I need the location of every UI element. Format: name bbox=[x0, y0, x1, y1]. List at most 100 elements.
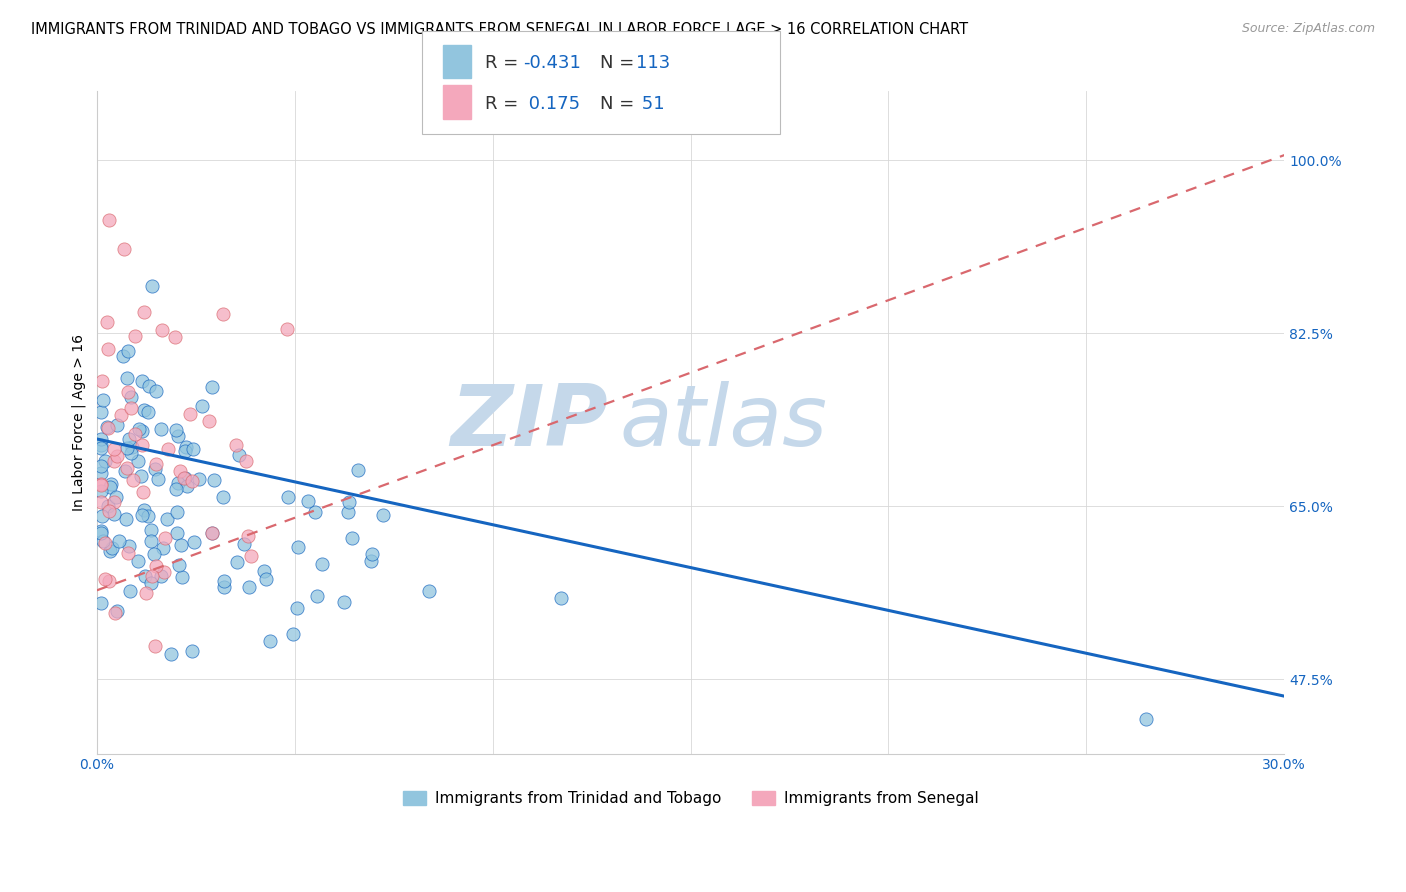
Immigrants from Trinidad and Tobago bbox=[550, 591, 572, 605]
Immigrants from Senegal bbox=[94, 535, 117, 549]
Immigrants from Senegal bbox=[105, 449, 128, 463]
Immigrants from Senegal bbox=[236, 528, 259, 542]
Immigrants from Trinidad and Tobago bbox=[120, 446, 142, 460]
Immigrants from Trinidad and Tobago bbox=[360, 547, 382, 561]
Immigrants from Trinidad and Tobago bbox=[104, 490, 127, 504]
Immigrants from Senegal bbox=[121, 473, 143, 487]
Immigrants from Trinidad and Tobago bbox=[166, 504, 188, 518]
Immigrants from Trinidad and Tobago bbox=[118, 539, 141, 553]
Text: 51: 51 bbox=[636, 95, 664, 113]
Text: R =: R = bbox=[485, 95, 524, 113]
Immigrants from Senegal bbox=[97, 213, 120, 227]
Immigrants from Trinidad and Tobago bbox=[90, 524, 112, 539]
Immigrants from Trinidad and Tobago bbox=[90, 508, 112, 523]
Immigrants from Senegal bbox=[97, 574, 120, 588]
Immigrants from Trinidad and Tobago bbox=[167, 429, 190, 443]
Immigrants from Trinidad and Tobago bbox=[114, 464, 136, 478]
Immigrants from Trinidad and Tobago bbox=[128, 421, 150, 435]
Immigrants from Trinidad and Tobago bbox=[167, 558, 190, 572]
Immigrants from Trinidad and Tobago bbox=[1135, 712, 1157, 726]
Immigrants from Trinidad and Tobago bbox=[238, 580, 260, 594]
Immigrants from Trinidad and Tobago bbox=[201, 526, 224, 541]
Immigrants from Trinidad and Tobago bbox=[121, 440, 143, 454]
Immigrants from Trinidad and Tobago bbox=[97, 500, 120, 514]
Immigrants from Trinidad and Tobago bbox=[304, 505, 326, 519]
Immigrants from Trinidad and Tobago bbox=[297, 494, 319, 508]
Text: N =: N = bbox=[600, 54, 640, 72]
Immigrants from Senegal bbox=[103, 442, 125, 456]
Immigrants from Trinidad and Tobago bbox=[132, 402, 155, 417]
Immigrants from Trinidad and Tobago bbox=[340, 532, 363, 546]
Immigrants from Trinidad and Tobago bbox=[131, 508, 153, 522]
Immigrants from Senegal bbox=[104, 606, 127, 620]
Immigrants from Senegal bbox=[97, 343, 120, 357]
Immigrants from Trinidad and Tobago bbox=[254, 572, 277, 586]
Immigrants from Trinidad and Tobago bbox=[112, 349, 135, 363]
Immigrants from Trinidad and Tobago bbox=[183, 442, 205, 457]
Immigrants from Trinidad and Tobago bbox=[311, 558, 333, 572]
Immigrants from Trinidad and Tobago bbox=[136, 405, 159, 419]
Immigrants from Senegal bbox=[143, 639, 166, 653]
Immigrants from Trinidad and Tobago bbox=[166, 526, 188, 541]
Immigrants from Senegal bbox=[117, 385, 139, 400]
Immigrants from Trinidad and Tobago bbox=[253, 564, 276, 578]
Immigrants from Trinidad and Tobago bbox=[287, 601, 309, 615]
Text: Source: ZipAtlas.com: Source: ZipAtlas.com bbox=[1241, 22, 1375, 36]
Immigrants from Trinidad and Tobago bbox=[118, 432, 141, 446]
Immigrants from Trinidad and Tobago bbox=[150, 569, 173, 583]
Immigrants from Trinidad and Tobago bbox=[201, 380, 224, 394]
Immigrants from Trinidad and Tobago bbox=[172, 570, 194, 584]
Immigrants from Trinidad and Tobago bbox=[152, 541, 174, 555]
Immigrants from Trinidad and Tobago bbox=[90, 459, 112, 474]
Immigrants from Trinidad and Tobago bbox=[90, 596, 112, 610]
Immigrants from Trinidad and Tobago bbox=[181, 644, 204, 658]
Immigrants from Senegal bbox=[112, 242, 135, 256]
Immigrants from Trinidad and Tobago bbox=[347, 463, 370, 477]
Immigrants from Trinidad and Tobago bbox=[131, 469, 153, 483]
Immigrants from Trinidad and Tobago bbox=[148, 472, 170, 486]
Immigrants from Trinidad and Tobago bbox=[418, 583, 440, 598]
Immigrants from Senegal bbox=[117, 546, 139, 560]
Immigrants from Trinidad and Tobago bbox=[281, 627, 304, 641]
Immigrants from Trinidad and Tobago bbox=[131, 425, 153, 439]
Text: IMMIGRANTS FROM TRINIDAD AND TOBAGO VS IMMIGRANTS FROM SENEGAL IN LABOR FORCE | : IMMIGRANTS FROM TRINIDAD AND TOBAGO VS I… bbox=[31, 22, 969, 38]
Text: R =: R = bbox=[485, 54, 524, 72]
Immigrants from Trinidad and Tobago bbox=[105, 417, 128, 432]
Immigrants from Trinidad and Tobago bbox=[226, 556, 249, 570]
Immigrants from Trinidad and Tobago bbox=[333, 594, 356, 608]
Immigrants from Senegal bbox=[165, 329, 187, 343]
Immigrants from Trinidad and Tobago bbox=[127, 554, 149, 568]
Immigrants from Senegal bbox=[240, 549, 263, 563]
Immigrants from Senegal bbox=[153, 565, 176, 579]
Immigrants from Trinidad and Tobago bbox=[142, 547, 165, 561]
Immigrants from Trinidad and Tobago bbox=[139, 523, 162, 537]
Immigrants from Trinidad and Tobago bbox=[115, 371, 138, 385]
Legend: Immigrants from Trinidad and Tobago, Immigrants from Senegal: Immigrants from Trinidad and Tobago, Imm… bbox=[396, 784, 984, 812]
Y-axis label: In Labor Force | Age > 16: In Labor Force | Age > 16 bbox=[72, 334, 86, 510]
Immigrants from Senegal bbox=[135, 586, 157, 600]
Immigrants from Trinidad and Tobago bbox=[96, 420, 118, 434]
Immigrants from Trinidad and Tobago bbox=[91, 392, 114, 407]
Immigrants from Senegal bbox=[169, 464, 191, 478]
Immigrants from Trinidad and Tobago bbox=[134, 569, 156, 583]
Immigrants from Trinidad and Tobago bbox=[165, 423, 187, 437]
Immigrants from Senegal bbox=[141, 569, 163, 583]
Immigrants from Trinidad and Tobago bbox=[145, 384, 167, 399]
Immigrants from Senegal bbox=[173, 471, 195, 485]
Text: 113: 113 bbox=[636, 54, 669, 72]
Immigrants from Trinidad and Tobago bbox=[98, 544, 121, 558]
Immigrants from Trinidad and Tobago bbox=[90, 441, 112, 455]
Immigrants from Trinidad and Tobago bbox=[360, 553, 382, 567]
Immigrants from Trinidad and Tobago bbox=[212, 580, 235, 594]
Immigrants from Trinidad and Tobago bbox=[167, 476, 190, 491]
Immigrants from Trinidad and Tobago bbox=[93, 533, 115, 548]
Immigrants from Trinidad and Tobago bbox=[100, 476, 122, 491]
Immigrants from Senegal bbox=[103, 494, 125, 508]
Immigrants from Trinidad and Tobago bbox=[138, 379, 160, 393]
Immigrants from Senegal bbox=[157, 442, 180, 456]
Immigrants from Trinidad and Tobago bbox=[107, 604, 129, 618]
Immigrants from Trinidad and Tobago bbox=[156, 512, 179, 526]
Immigrants from Trinidad and Tobago bbox=[134, 503, 156, 517]
Immigrants from Trinidad and Tobago bbox=[98, 479, 121, 493]
Immigrants from Trinidad and Tobago bbox=[90, 432, 112, 446]
